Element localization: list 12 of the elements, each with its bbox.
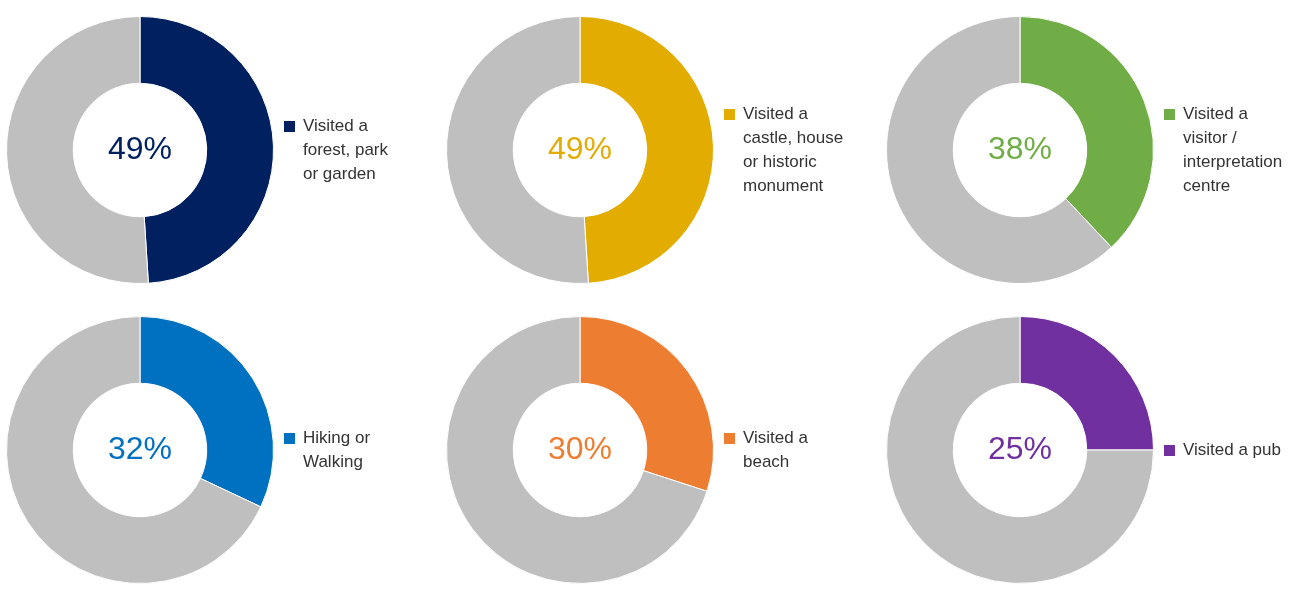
legend-label: Visited a pub: [1183, 439, 1281, 461]
data-label: 49%: [107, 129, 173, 166]
data-label: 32%: [107, 429, 173, 466]
legend-label: Hiking or Walking: [303, 427, 372, 473]
legend-label: Visited a castle, house or historic monument: [743, 103, 845, 197]
legend-label: Visited a beach: [743, 427, 809, 473]
data-label: 25%: [987, 429, 1053, 466]
data-label: 49%: [547, 129, 613, 166]
legend-label: Visited a visitor / interpretation centre: [1183, 103, 1284, 197]
data-label: 38%: [987, 129, 1053, 166]
data-label: 30%: [547, 429, 613, 466]
legend-label: Visited a forest, park or garden: [303, 115, 390, 185]
